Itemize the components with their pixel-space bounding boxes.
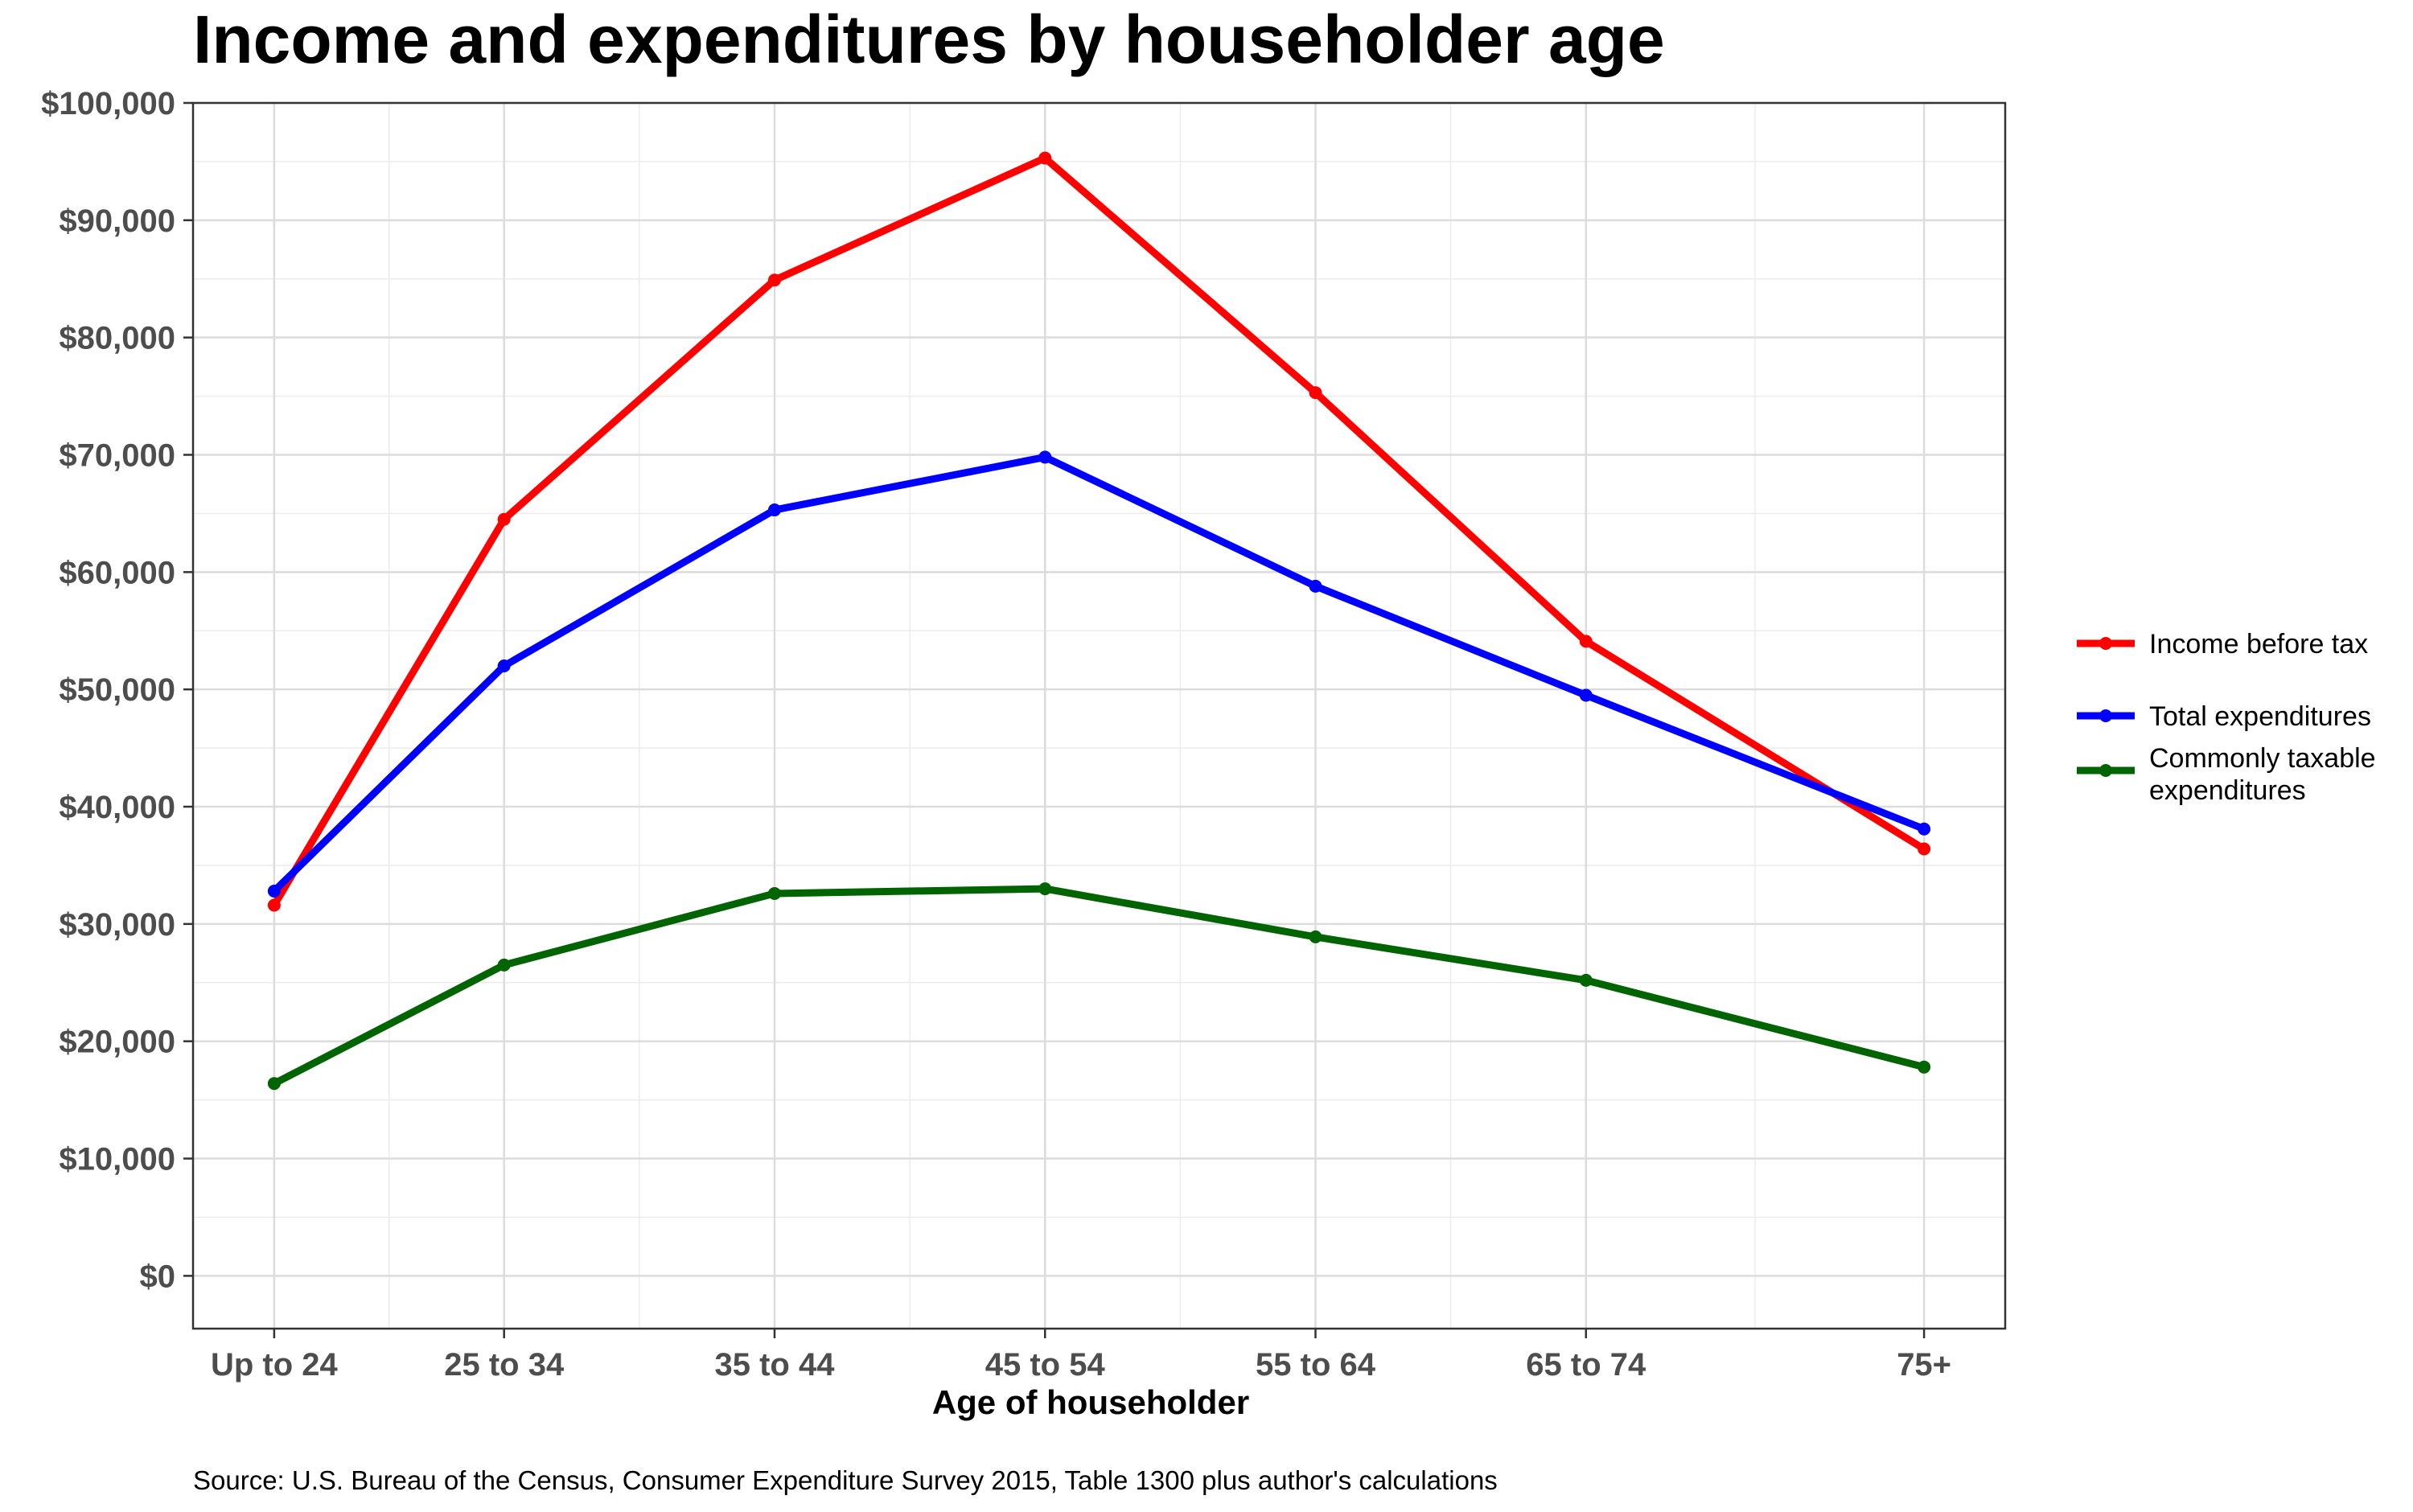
data-point [497,958,511,972]
data-point [1918,822,1931,836]
y-tick-label: $100,000 [41,86,175,121]
data-point [767,886,781,900]
legend-key-point [2099,637,2112,650]
data-point [1038,151,1052,165]
x-tick-label: 35 to 44 [714,1347,835,1383]
data-point [767,503,781,517]
legend-label: expenditures [2149,775,2306,806]
series-group [267,151,1931,912]
data-point [1309,930,1322,943]
y-tick-label: $90,000 [59,203,175,239]
y-tick-label: $70,000 [59,438,175,474]
data-point [1038,882,1052,896]
x-axis: Up to 24 25 to 34 35 to 44 45 to 54 55 to 64… [211,1329,1951,1383]
legend-item: Income before tax [2077,629,2368,659]
legend-label: Income before tax [2149,629,2368,659]
series-group [267,450,1931,898]
data-point [1309,386,1322,400]
y-tick-label: $40,000 [59,790,175,825]
data-point [1918,842,1931,856]
x-tick-label: 75+ [1897,1347,1951,1383]
legend-key-point [2099,764,2112,777]
legend-label: Commonly taxable [2149,743,2376,774]
legend-key-point [2099,709,2112,722]
data-point [497,659,511,673]
data-point [1579,688,1593,702]
data-point [267,898,281,912]
chart-title: Income and expenditures by householder a… [193,2,1665,77]
legend: Income before tax Total expenditures Commo… [2077,629,2376,806]
data-point [1038,450,1052,464]
legend-item: Total expenditures [2077,701,2371,732]
data-point [1918,1060,1931,1074]
x-axis-title: Age of householder [932,1383,1249,1421]
data-point [767,273,781,287]
data-point [1579,973,1593,987]
x-tick-label: 55 to 64 [1256,1347,1376,1383]
y-axis: $0 $10,000 $20,000 $30,000 $40,000 $50,000 $60… [41,86,193,1294]
x-tick-label: Up to 24 [211,1347,339,1383]
x-tick-label: 45 to 54 [985,1347,1106,1383]
series-group [267,882,1931,1091]
plot-series [267,151,1931,1091]
data-point [267,885,281,898]
data-point [267,1077,281,1091]
x-tick-label: 25 to 34 [444,1347,565,1383]
y-tick-label: $0 [140,1259,176,1294]
y-tick-label: $60,000 [59,555,175,590]
plot-border [191,101,2007,1330]
x-tick-label: 65 to 74 [1526,1347,1646,1383]
legend-label: Total expenditures [2149,701,2371,732]
y-tick-label: $80,000 [59,321,175,356]
y-tick-label: $20,000 [59,1025,175,1060]
y-tick-label: $50,000 [59,672,175,708]
y-tick-label: $10,000 [59,1142,175,1177]
chart-caption: Source: U.S. Bureau of the Census, Consu… [193,1465,1498,1495]
data-point [1309,579,1322,593]
data-point [497,512,511,526]
data-point [1579,635,1593,648]
y-tick-label: $30,000 [59,907,175,943]
plot-grid [193,101,2005,1329]
